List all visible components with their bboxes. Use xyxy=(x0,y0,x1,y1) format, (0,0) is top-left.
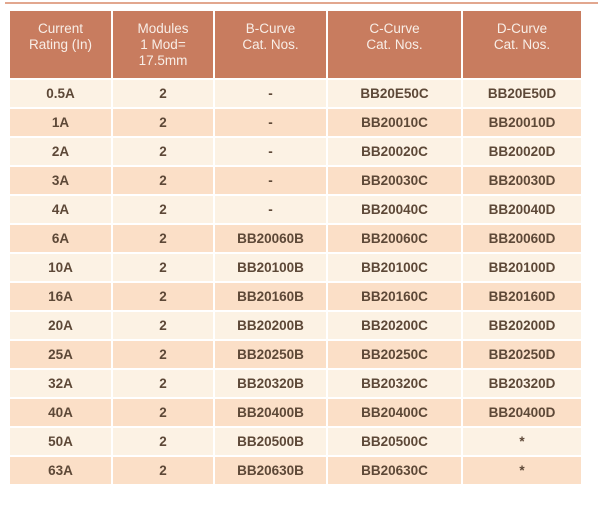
table-cell: BB20010C xyxy=(328,109,461,136)
table-cell: BB20E50D xyxy=(463,80,581,107)
table-cell: 2 xyxy=(113,167,213,194)
table-cell: BB20400D xyxy=(463,399,581,426)
table-cell: * xyxy=(463,428,581,455)
table-cell: 2 xyxy=(113,254,213,281)
table-cell: 2 xyxy=(113,196,213,223)
column-header: Modules 1 Mod= 17.5mm xyxy=(113,11,213,78)
table-cell: BB20020D xyxy=(463,138,581,165)
table-cell: BB20030C xyxy=(328,167,461,194)
table-cell: BB20060C xyxy=(328,225,461,252)
table-cell: - xyxy=(215,167,326,194)
table-cell: 20A xyxy=(10,312,111,339)
table-cell: BB20010D xyxy=(463,109,581,136)
table-cell: BB20E50C xyxy=(328,80,461,107)
table-cell: 0.5A xyxy=(10,80,111,107)
table-cell: BB20030D xyxy=(463,167,581,194)
table-cell: BB20630B xyxy=(215,457,326,484)
table-cell: 2 xyxy=(113,138,213,165)
table-cell: BB20320B xyxy=(215,370,326,397)
table-cell: BB20020C xyxy=(328,138,461,165)
table-cell: BB20320C xyxy=(328,370,461,397)
table-cell: BB20200C xyxy=(328,312,461,339)
table-cell: 2 xyxy=(113,312,213,339)
table-cell: BB20400B xyxy=(215,399,326,426)
table-cell: BB20500C xyxy=(328,428,461,455)
table-cell: BB20250C xyxy=(328,341,461,368)
table-cell: BB20250B xyxy=(215,341,326,368)
table-cell: BB20100B xyxy=(215,254,326,281)
table-cell: 2 xyxy=(113,399,213,426)
table-cell: 2 xyxy=(113,283,213,310)
column-header: D-Curve Cat. Nos. xyxy=(463,11,581,78)
column-header: B-Curve Cat. Nos. xyxy=(215,11,326,78)
table-cell: BB20160C xyxy=(328,283,461,310)
table-cell: BB20100D xyxy=(463,254,581,281)
table-cell: 10A xyxy=(10,254,111,281)
table-cell: 16A xyxy=(10,283,111,310)
table-cell: - xyxy=(215,109,326,136)
table-cell: BB20250D xyxy=(463,341,581,368)
table-cell: BB20630C xyxy=(328,457,461,484)
table-cell: BB20060B xyxy=(215,225,326,252)
table-cell: BB20060D xyxy=(463,225,581,252)
table-cell: 2 xyxy=(113,428,213,455)
table-cell: BB20040D xyxy=(463,196,581,223)
table-cell: 2 xyxy=(113,457,213,484)
column-header: C-Curve Cat. Nos. xyxy=(328,11,461,78)
catalog-table: Current Rating (In) Modules 1 Mod= 17.5mm… xyxy=(10,11,581,484)
table-cell: 2A xyxy=(10,138,111,165)
table-cell: 63A xyxy=(10,457,111,484)
table-cell: BB20200D xyxy=(463,312,581,339)
table-cell: 2 xyxy=(113,109,213,136)
table-cell: BB20400C xyxy=(328,399,461,426)
table-cell: BB20200B xyxy=(215,312,326,339)
table-cell: - xyxy=(215,138,326,165)
table-cell: 2 xyxy=(113,341,213,368)
table-cell: 1A xyxy=(10,109,111,136)
table-cell: 4A xyxy=(10,196,111,223)
table-cell: - xyxy=(215,80,326,107)
table-cell: BB20160D xyxy=(463,283,581,310)
table-cell: BB20040C xyxy=(328,196,461,223)
column-header: Current Rating (In) xyxy=(10,11,111,78)
table-cell: 40A xyxy=(10,399,111,426)
table-cell: * xyxy=(463,457,581,484)
table-cell: 2 xyxy=(113,80,213,107)
table-cell: - xyxy=(215,196,326,223)
table-cell: BB20100C xyxy=(328,254,461,281)
table-cell: 2 xyxy=(113,370,213,397)
table-cell: 25A xyxy=(10,341,111,368)
table-cell: 50A xyxy=(10,428,111,455)
table-cell: 6A xyxy=(10,225,111,252)
table-cell: BB20500B xyxy=(215,428,326,455)
table-cell: 3A xyxy=(10,167,111,194)
top-divider-line xyxy=(5,2,598,4)
table-cell: 32A xyxy=(10,370,111,397)
table-cell: 2 xyxy=(113,225,213,252)
table-cell: BB20320D xyxy=(463,370,581,397)
table-cell: BB20160B xyxy=(215,283,326,310)
